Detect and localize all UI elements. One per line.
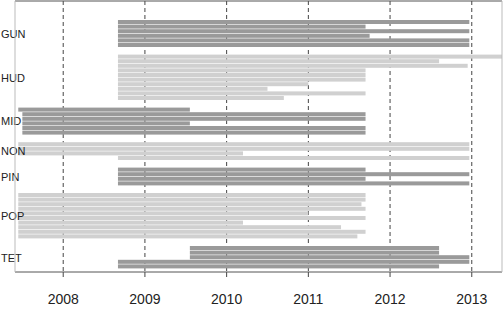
- interval-bar: [118, 177, 366, 181]
- interval-bar: [18, 230, 365, 234]
- tick-label: 2012: [374, 291, 405, 307]
- interval-bar: [118, 260, 469, 264]
- tick-label: 2009: [129, 291, 160, 307]
- interval-bar: [22, 121, 190, 125]
- interval-bar: [22, 126, 365, 130]
- interval-bar: [18, 216, 365, 220]
- interval-bar: [18, 202, 361, 206]
- interval-bar: [118, 96, 284, 100]
- interval-bar: [118, 29, 469, 33]
- interval-bar: [118, 20, 469, 24]
- interval-bar: [18, 198, 365, 202]
- tick-mark: [63, 272, 64, 277]
- tick-mark: [471, 272, 472, 277]
- interval-bar: [18, 193, 365, 197]
- interval-bar: [190, 255, 469, 259]
- frame-bottom: [15, 272, 502, 273]
- interval-bar: [118, 87, 268, 91]
- interval-bar: [118, 78, 366, 82]
- frame-left: [15, 1, 16, 272]
- interval-bar: [118, 55, 502, 59]
- interval-bar: [18, 225, 341, 229]
- interval-bar: [118, 264, 439, 268]
- chart: 2008 2009 2010 2011 2012 2013 GUN HUD MID NON PIN P…: [0, 0, 503, 312]
- interval-bar: [18, 151, 243, 155]
- interval-bar: [118, 91, 366, 95]
- interval-bar: [18, 142, 469, 146]
- tick-mark: [308, 272, 309, 277]
- frame-top: [15, 1, 502, 2]
- tick-label: 2013: [456, 291, 487, 307]
- group-label: GUN: [1, 28, 26, 40]
- group-label: MID: [1, 115, 21, 127]
- interval-bar: [118, 64, 468, 68]
- tick-mark: [144, 272, 145, 277]
- interval-bar: [118, 59, 439, 63]
- grid-line: [471, 1, 472, 272]
- interval-bar: [118, 156, 469, 160]
- interval-bar: [22, 112, 365, 116]
- interval-bar: [118, 43, 469, 47]
- bars: [18, 20, 502, 268]
- interval-bar: [118, 73, 366, 77]
- tick-mark: [226, 272, 227, 277]
- interval-bar: [190, 251, 439, 255]
- interval-bar: [118, 34, 370, 38]
- interval-bar: [18, 108, 190, 112]
- interval-bar: [118, 25, 366, 29]
- interval-bar: [18, 234, 357, 238]
- tick-label: 2011: [293, 291, 323, 307]
- interval-bar: [18, 207, 365, 211]
- interval-bar: [22, 117, 365, 121]
- group-label: HUD: [1, 72, 25, 84]
- tick-mark: [390, 272, 391, 277]
- tick-label: 2008: [48, 291, 79, 307]
- group-label: PIN: [1, 171, 19, 183]
- interval-bar: [118, 168, 366, 172]
- interval-bar: [190, 246, 439, 250]
- frame-right: [502, 1, 503, 272]
- tick-label: 2010: [211, 291, 242, 307]
- interval-bar: [18, 211, 308, 215]
- interval-bar: [118, 68, 366, 72]
- group-label: NON: [1, 145, 26, 157]
- interval-bar: [18, 221, 243, 225]
- interval-bar: [22, 131, 365, 135]
- interval-bar: [118, 38, 469, 42]
- interval-bar: [118, 82, 308, 86]
- group-label: TET: [1, 252, 22, 264]
- interval-bar: [18, 147, 469, 151]
- group-label: POP: [1, 210, 24, 222]
- interval-bar: [118, 172, 469, 176]
- interval-bar: [118, 181, 469, 185]
